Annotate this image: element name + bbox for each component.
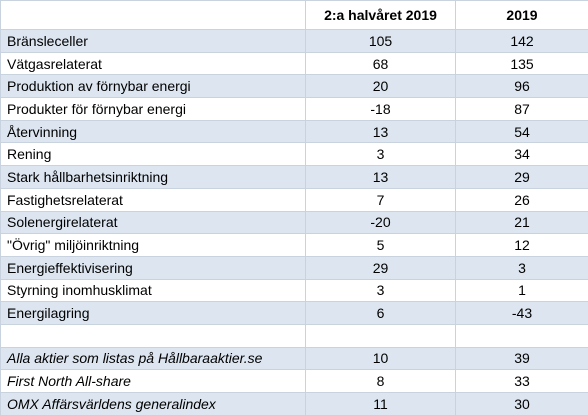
table-row: Återvinning 13 54	[0, 119, 588, 144]
empty-cell	[305, 323, 456, 348]
value-cell: 8	[305, 369, 456, 393]
value-cell: -18	[305, 97, 456, 121]
table-row: Fastighetsrelaterat 7 26	[0, 187, 588, 212]
value-cell: 21	[455, 210, 588, 235]
row-label: Stark hållbarhetsinriktning	[0, 165, 306, 189]
row-label: Energilagring	[0, 301, 306, 325]
row-label: Bränsleceller	[0, 29, 306, 53]
table-row: Vätgasrelaterat 68 135	[0, 51, 588, 76]
header-cell: 2019	[455, 0, 588, 30]
value-cell: 7	[305, 187, 456, 212]
value-cell: 10	[305, 346, 456, 371]
value-cell: 6	[305, 301, 456, 325]
table-row: "Övrig" miljöinriktning 5 12	[0, 233, 588, 257]
value-cell: 135	[455, 51, 588, 76]
table-row: Stark hållbarhetsinriktning 13 29	[0, 165, 588, 189]
value-cell: 5	[305, 233, 456, 257]
row-label: Solenergirelaterat	[0, 210, 306, 235]
value-cell: -43	[455, 301, 588, 325]
row-label: Rening	[0, 142, 306, 167]
header-cell	[0, 0, 306, 30]
header-cell: 2:a halvåret 2019	[305, 0, 456, 30]
table-row	[0, 323, 588, 348]
table-row: Bränsleceller 105 142	[0, 29, 588, 53]
row-label: Produktion av förnybar energi	[0, 74, 306, 99]
table-row: Rening 3 34	[0, 142, 588, 167]
value-cell: 13	[305, 165, 456, 189]
value-cell: 33	[455, 369, 588, 393]
table-row: Solenergirelaterat -20 21	[0, 210, 588, 235]
row-label: Fastighetsrelaterat	[0, 187, 306, 212]
row-label: Produkter för förnybar energi	[0, 97, 306, 121]
value-cell: 68	[305, 51, 456, 76]
value-cell: 96	[455, 74, 588, 99]
row-label: First North All-share	[0, 369, 306, 393]
value-cell: 3	[455, 255, 588, 280]
row-label: Vätgasrelaterat	[0, 51, 306, 76]
value-cell: 20	[305, 74, 456, 99]
value-cell: 30	[455, 392, 588, 416]
value-cell: 12	[455, 233, 588, 257]
value-cell: 11	[305, 392, 456, 416]
row-label: Energieffektivisering	[0, 255, 306, 280]
value-cell: 142	[455, 29, 588, 53]
table-row: First North All-share 8 33	[0, 369, 588, 393]
empty-cell	[455, 323, 588, 348]
value-cell: 29	[455, 165, 588, 189]
header-row: 2:a halvåret 2019 2019	[0, 0, 588, 30]
row-label: OMX Affärsvärldens generalindex	[0, 392, 306, 416]
table-row: OMX Affärsvärldens generalindex 11 30	[0, 392, 588, 416]
table-row: Produkter för förnybar energi -18 87	[0, 97, 588, 121]
table-row: Alla aktier som listas på Hållbaraaktier…	[0, 346, 588, 371]
value-cell: 87	[455, 97, 588, 121]
value-cell: 105	[305, 29, 456, 53]
value-cell: 1	[455, 278, 588, 303]
value-cell: 13	[305, 119, 456, 144]
value-cell: 39	[455, 346, 588, 371]
value-cell: 54	[455, 119, 588, 144]
table-row: Styrning inomhusklimat 3 1	[0, 278, 588, 303]
table-row: Energieffektivisering 29 3	[0, 255, 588, 280]
empty-cell	[0, 323, 306, 348]
row-label: Styrning inomhusklimat	[0, 278, 306, 303]
value-cell: 26	[455, 187, 588, 212]
row-label: "Övrig" miljöinriktning	[0, 233, 306, 257]
value-cell: 3	[305, 278, 456, 303]
table-row: Energilagring 6 -43	[0, 301, 588, 325]
row-label: Alla aktier som listas på Hållbaraaktier…	[0, 346, 306, 371]
row-label: Återvinning	[0, 119, 306, 144]
table-row: Produktion av förnybar energi 20 96	[0, 74, 588, 99]
value-cell: -20	[305, 210, 456, 235]
value-cell: 29	[305, 255, 456, 280]
table-body: Bränsleceller 105 142 Vätgasrelaterat 68 135 P…	[0, 29, 588, 416]
value-cell: 3	[305, 142, 456, 167]
value-cell: 34	[455, 142, 588, 167]
